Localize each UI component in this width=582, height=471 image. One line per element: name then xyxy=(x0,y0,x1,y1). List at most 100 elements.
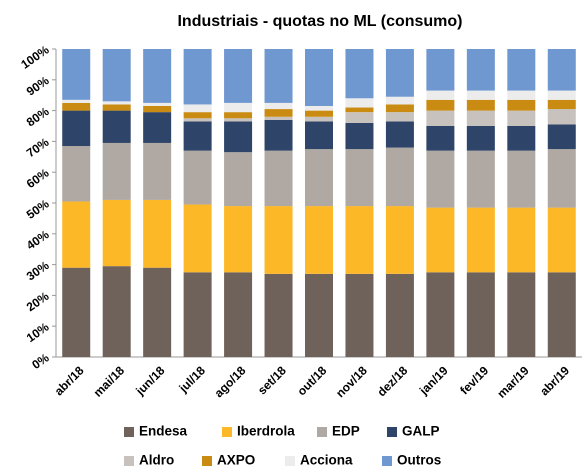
bar-segment xyxy=(547,109,576,125)
y-tick-label: 80% xyxy=(24,104,52,129)
bar-segment xyxy=(62,201,91,268)
bar-segment xyxy=(102,266,131,357)
x-tick-label: out/18 xyxy=(294,363,329,398)
x-tick-label: abr/19 xyxy=(537,363,572,398)
bar-segment xyxy=(466,272,495,357)
bar-segment xyxy=(183,272,212,357)
bar-segment xyxy=(507,90,536,100)
bar-segment xyxy=(143,105,172,113)
bar-segment xyxy=(507,110,536,126)
bar-segment xyxy=(345,49,374,99)
bar-segment xyxy=(345,112,374,123)
bar-segment xyxy=(466,110,495,126)
bar-segment xyxy=(426,90,455,100)
bar-segment xyxy=(385,112,414,122)
x-tick-label: jul/18 xyxy=(176,363,209,396)
bar-segment xyxy=(143,112,172,143)
bar-segment xyxy=(102,49,131,102)
bar-segment xyxy=(183,49,212,105)
bar-segment xyxy=(305,273,333,357)
bar-segment xyxy=(264,150,293,207)
y-tick-label: 60% xyxy=(24,166,52,191)
bar-segment xyxy=(305,149,333,207)
bar-segment xyxy=(224,102,253,113)
x-tick-label: jan/19 xyxy=(416,363,451,398)
bar-segment xyxy=(426,272,455,357)
x-tick-label: mai/18 xyxy=(91,363,128,400)
x-tick-label: mar/19 xyxy=(494,363,531,400)
bar-segment xyxy=(305,110,333,117)
bar-segment xyxy=(183,104,212,113)
bar-segment xyxy=(345,149,374,207)
bar-segment xyxy=(345,206,374,274)
bar-segment xyxy=(547,207,576,273)
y-tick-label: 10% xyxy=(24,320,52,345)
legend-label: GALP xyxy=(402,424,440,439)
bar-segment xyxy=(385,206,414,274)
y-tick-label: 50% xyxy=(24,196,52,221)
bar-segment xyxy=(264,273,293,357)
x-tick-label: jun/18 xyxy=(132,363,167,398)
bar-segment xyxy=(183,121,212,151)
bar-segment xyxy=(264,119,293,151)
bar-segment xyxy=(264,102,293,110)
bar-segment xyxy=(507,49,536,91)
bar-segment xyxy=(183,118,212,122)
chart-title: Industriais - quotas no ML (consumo) xyxy=(177,13,462,30)
legend-swatch xyxy=(124,456,134,466)
bar-segment xyxy=(426,150,455,208)
bar-segment xyxy=(143,267,172,357)
bar-segment xyxy=(224,206,253,273)
bar-segment xyxy=(62,102,91,111)
bar-segment xyxy=(466,49,495,91)
bar-segment xyxy=(62,267,91,357)
y-tick-label: 0% xyxy=(29,350,52,372)
bar-segment xyxy=(547,272,576,357)
y-tick-label: 20% xyxy=(24,289,52,314)
x-tick-label: set/18 xyxy=(255,363,289,397)
legend-label: Acciona xyxy=(300,453,353,468)
legend-swatch xyxy=(124,427,134,437)
x-tick-label: dez/18 xyxy=(374,363,410,399)
bar-segment xyxy=(507,207,536,273)
legend-label: Endesa xyxy=(139,424,188,439)
y-tick-label: 40% xyxy=(24,227,52,252)
bar-segment xyxy=(385,121,414,148)
y-tick-label: 100% xyxy=(18,42,51,71)
x-tick-label: fev/19 xyxy=(457,363,491,397)
bar-segment xyxy=(466,207,495,273)
bar-segment xyxy=(224,49,253,103)
bar-segment xyxy=(547,49,576,91)
bar-segment xyxy=(102,199,131,267)
bar-segment xyxy=(345,273,374,357)
legend-swatch xyxy=(285,456,295,466)
bar-segment xyxy=(143,199,172,268)
bar-segment xyxy=(507,272,536,357)
x-tick-label: ago/18 xyxy=(212,363,249,400)
bar-segment xyxy=(62,99,91,103)
bar-segment xyxy=(264,109,293,117)
legend-swatch xyxy=(317,427,327,437)
legend-swatch xyxy=(222,427,232,437)
legend-swatch xyxy=(382,456,392,466)
bar-segment xyxy=(224,272,253,357)
legend-label: Aldro xyxy=(139,453,174,468)
bar-segment xyxy=(385,49,414,97)
bar-segment xyxy=(426,207,455,273)
bar-segment xyxy=(102,104,131,111)
bar-segment xyxy=(547,149,576,208)
x-tick-label: abr/18 xyxy=(52,363,87,398)
bar-segment xyxy=(62,49,91,100)
bar-segment xyxy=(264,49,293,103)
bar-segment xyxy=(466,150,495,208)
bar-segment xyxy=(426,110,455,126)
y-tick-label: 90% xyxy=(24,73,52,98)
legend-swatch xyxy=(202,456,212,466)
bar-segment xyxy=(62,146,91,202)
bar-segment xyxy=(426,49,455,91)
bar-segment xyxy=(224,112,253,119)
bar-segment xyxy=(466,126,495,151)
bar-segment xyxy=(305,105,333,111)
x-tick-label: nov/18 xyxy=(333,363,370,400)
